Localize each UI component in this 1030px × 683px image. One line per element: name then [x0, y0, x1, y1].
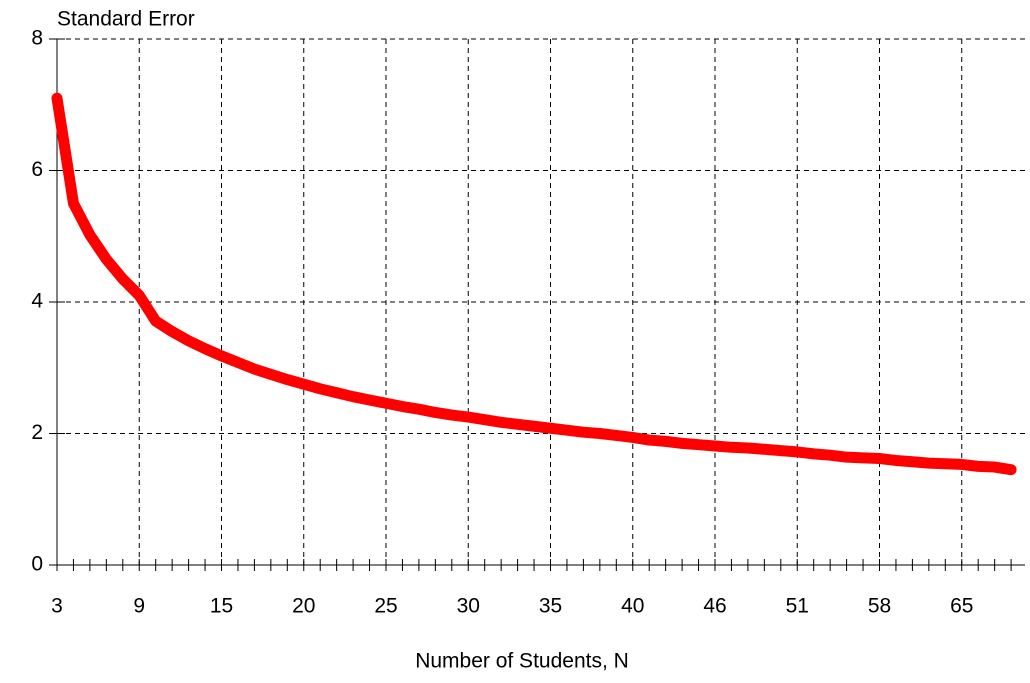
x-tick-label: 20 — [292, 595, 315, 618]
y-tick-label: 4 — [31, 290, 43, 313]
x-tick-label: 65 — [950, 595, 973, 618]
x-tick-label: 51 — [786, 595, 809, 618]
y-tick-label: 8 — [31, 27, 43, 50]
x-tick-label: 25 — [374, 595, 397, 618]
x-tick-label: 9 — [133, 595, 145, 618]
y-axis-title: Standard Error — [57, 8, 195, 31]
y-tick-label: 2 — [31, 421, 43, 444]
x-tick-label: 58 — [868, 595, 891, 618]
y-tick-label: 0 — [31, 553, 43, 576]
y-tick-label: 6 — [31, 158, 43, 181]
x-tick-label: 3 — [51, 595, 63, 618]
series-line — [51, 92, 1017, 476]
x-tick-label: 40 — [621, 595, 644, 618]
x-axis-title: Number of Students, N — [415, 650, 629, 673]
x-tick-label: 30 — [457, 595, 480, 618]
x-tick-label: 46 — [703, 595, 726, 618]
x-tick-label: 35 — [539, 595, 562, 618]
x-tick-label: 15 — [210, 595, 233, 618]
